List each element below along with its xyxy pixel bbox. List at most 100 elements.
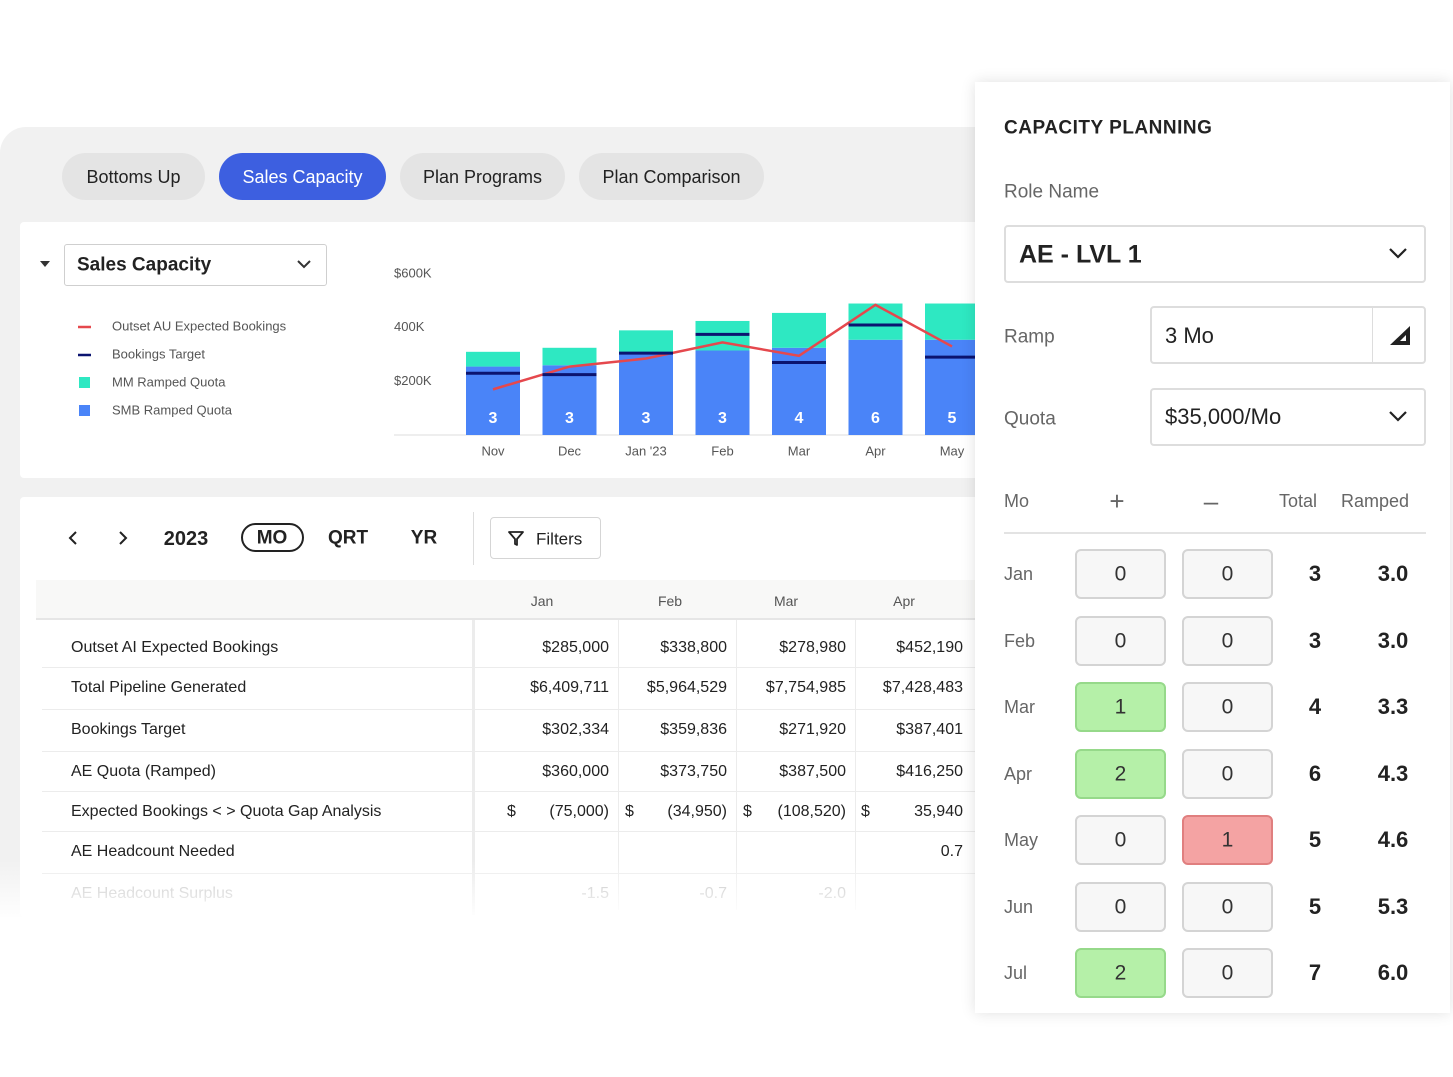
field-label: Quota	[1004, 408, 1056, 430]
period[interactable]: MO	[256, 527, 288, 549]
cell: $302,334	[542, 721, 609, 738]
stepper-box[interactable]	[1075, 615, 1166, 666]
cell: $387,401	[896, 721, 963, 738]
cell: $7,754,985	[765, 679, 846, 696]
tab[interactable]	[579, 153, 764, 200]
input[interactable]	[1150, 306, 1426, 364]
select-value[interactable]: $35,000/Mo	[1165, 404, 1282, 429]
tab[interactable]	[219, 153, 386, 200]
stepper-box[interactable]	[1182, 948, 1273, 998]
period-pill[interactable]	[241, 523, 304, 552]
stepper-value[interactable]: 0	[1114, 562, 1127, 586]
stepper-box[interactable]	[1182, 549, 1273, 599]
cell: (34,950)	[667, 803, 727, 820]
cell: $359,836	[660, 721, 727, 738]
legend-label: Outset AU Expected Bookings	[112, 318, 287, 333]
stepper-box[interactable]	[1075, 881, 1166, 932]
column-header: Mar	[773, 593, 799, 609]
stepper-value[interactable]: 2	[1114, 762, 1127, 785]
stepper-value[interactable]: 0	[1221, 695, 1234, 719]
month: May	[1004, 830, 1039, 850]
bar-label: 4	[795, 410, 804, 427]
stepper-value[interactable]: 0	[1114, 828, 1127, 852]
filters-button[interactable]	[490, 517, 601, 559]
stepper-value[interactable]: 1	[1114, 695, 1127, 719]
stepper-box[interactable]	[1075, 549, 1166, 599]
chart: $600K 400K $200K Nov Dec Jan '23 Feb Mar Apr May 3…	[78, 265, 975, 458]
column-divider	[855, 620, 856, 910]
bar	[542, 347, 597, 366]
stepper-value[interactable]: 0	[1221, 762, 1234, 785]
column-header: Mo	[1004, 491, 1030, 511]
header-rule	[1004, 532, 1426, 534]
period[interactable]: YR	[410, 527, 438, 549]
bar	[925, 303, 975, 340]
stepper-value[interactable]: 0	[1221, 562, 1234, 586]
legend-swatch	[79, 377, 90, 388]
y-tick-label: $200K	[394, 373, 432, 388]
select[interactable]	[1004, 225, 1426, 283]
stepper-value[interactable]: 0	[1114, 629, 1127, 652]
column-header: Feb	[657, 593, 683, 609]
bar-label: 3	[489, 410, 498, 427]
prev-arrow[interactable]	[66, 530, 82, 546]
period[interactable]: QRT	[327, 527, 369, 549]
row-label: Total Pipeline Generated	[71, 679, 247, 696]
fade	[0, 860, 990, 920]
select[interactable]	[1150, 388, 1426, 446]
month: Mar	[1004, 697, 1035, 717]
month: Jan	[1004, 564, 1034, 584]
stepper-box[interactable]	[1182, 682, 1273, 732]
stepper-value[interactable]: 0	[1221, 629, 1234, 652]
input-value[interactable]: 3 Mo	[1165, 323, 1214, 348]
tab-label: Plan Programs	[422, 167, 543, 187]
stepper-value[interactable]: 1	[1221, 828, 1234, 852]
row-label: AE Quota (Ramped)	[71, 763, 216, 780]
row-label: Expected Bookings < > Quota Gap Analysis	[71, 803, 382, 820]
filters-label[interactable]: Filters	[536, 529, 583, 549]
field-label: Ramp	[1004, 326, 1055, 348]
collapse-caret[interactable]	[38, 259, 52, 269]
stepper-box[interactable]	[1075, 748, 1166, 799]
tab[interactable]	[400, 153, 565, 200]
stepper-box[interactable]	[1075, 815, 1166, 865]
stepper-box[interactable]	[1075, 682, 1166, 732]
chevron	[1389, 411, 1407, 422]
bar	[772, 312, 826, 348]
column-header: Apr	[893, 593, 915, 609]
stepper-value[interactable]: 0	[1114, 895, 1127, 918]
total: 4	[1308, 694, 1322, 719]
cell: $6,409,711	[530, 679, 609, 696]
cell: $285,000	[542, 639, 609, 656]
stepper-box[interactable]	[1182, 815, 1273, 865]
table-card	[20, 497, 990, 917]
next-arrow[interactable]	[114, 530, 130, 546]
column-header: Ramped	[1340, 491, 1410, 511]
stepper-value[interactable]: 0	[1221, 961, 1234, 985]
column-header: Total	[1278, 491, 1318, 511]
stepper-value[interactable]: 2	[1114, 961, 1127, 985]
cell: 0.7	[940, 843, 963, 860]
bar-label: 3	[718, 410, 727, 427]
column-header: Jan	[530, 593, 554, 609]
stepper-box[interactable]	[1182, 881, 1273, 932]
stepper-box[interactable]	[1075, 948, 1166, 998]
filter-icon	[508, 531, 524, 546]
row-divider	[42, 791, 975, 792]
total: 7	[1308, 960, 1322, 985]
cell: $416,250	[896, 763, 963, 780]
stepper-box[interactable]	[1182, 615, 1273, 666]
select-value[interactable]: AE - LVL 1	[1019, 240, 1142, 269]
dropdown-value[interactable]: Sales Capacity	[77, 254, 212, 276]
dropdown[interactable]	[64, 244, 327, 286]
tab[interactable]	[62, 153, 205, 200]
cell: $360,000	[542, 763, 609, 780]
stepper-value[interactable]: 0	[1221, 895, 1234, 918]
tab-label: Bottoms Up	[86, 167, 181, 187]
stepper-box[interactable]	[1182, 748, 1273, 799]
legend-label: SMB Ramped Quota	[112, 402, 233, 417]
panel-title: CAPACITY PLANNING	[1004, 117, 1213, 139]
cell: (108,520)	[777, 803, 847, 820]
x-tick-label: May	[940, 443, 965, 458]
total: 3	[1308, 627, 1322, 653]
